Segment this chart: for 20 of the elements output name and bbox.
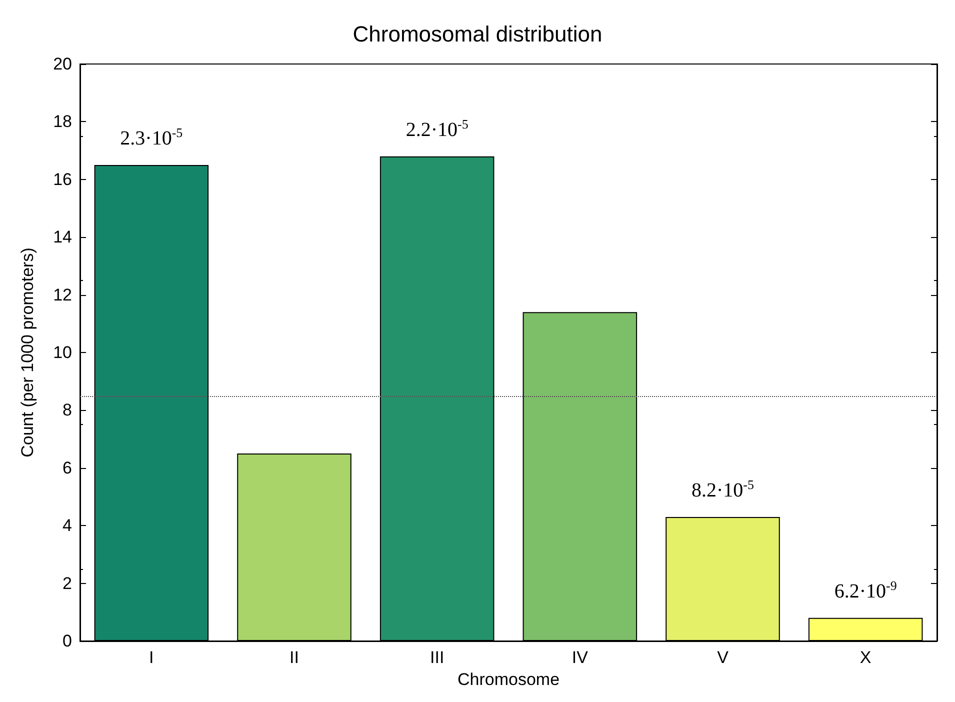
x-tick-label: X bbox=[860, 648, 872, 667]
x-tick-label: I bbox=[149, 648, 154, 667]
chart-title: Chromosomal distribution bbox=[352, 22, 602, 46]
y-tick-label: 4 bbox=[62, 516, 72, 536]
x-tick-label: V bbox=[717, 648, 730, 667]
x-tick-label: III bbox=[430, 648, 444, 667]
y-tick-label: 8 bbox=[62, 400, 72, 420]
y-tick-label: 12 bbox=[53, 285, 72, 304]
y-axis-title: Count (per 1000 promoters) bbox=[18, 248, 37, 458]
y-tick-label: 16 bbox=[53, 170, 72, 189]
y-tick-label: 20 bbox=[53, 54, 72, 74]
y-tick-label: 2 bbox=[62, 574, 72, 593]
x-tick-label: IV bbox=[572, 648, 589, 667]
y-tick-label: 0 bbox=[62, 632, 72, 650]
y-tick-label: 6 bbox=[62, 458, 72, 478]
y-tick-label: 18 bbox=[53, 112, 72, 132]
y-tick-label: 10 bbox=[53, 343, 72, 362]
x-axis-title: Chromosome bbox=[457, 670, 560, 689]
y-tick-label: 14 bbox=[53, 228, 72, 247]
x-tick-label: II bbox=[290, 648, 299, 667]
